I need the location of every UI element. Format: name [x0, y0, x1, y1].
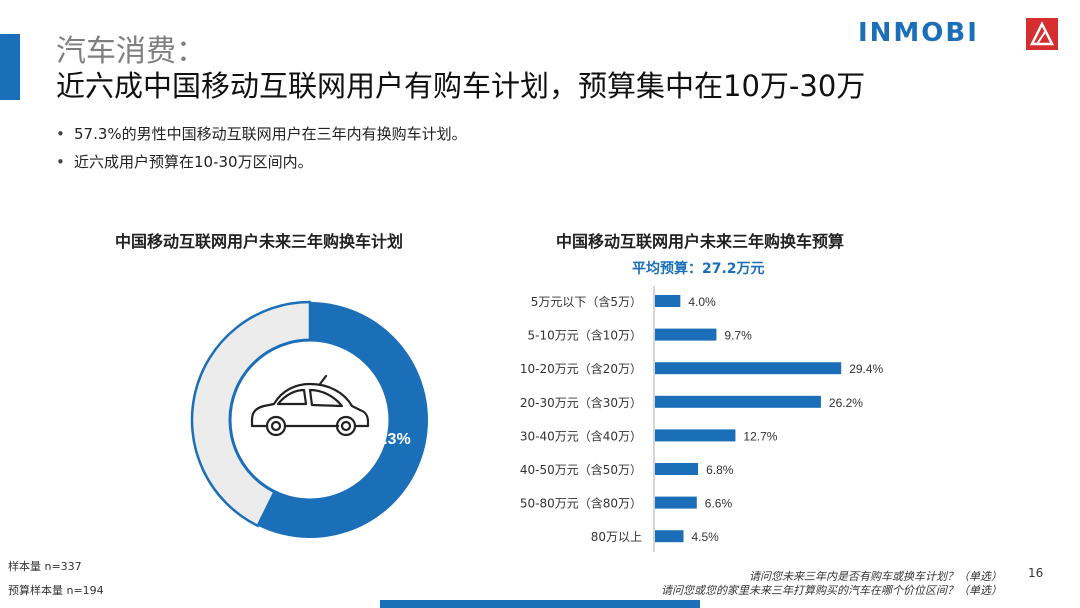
bullet-item: 57.3%的男性中国移动互联网用户在三年内有换购车计划。: [56, 120, 467, 148]
bar-category-label: 30-40万元（含40万）: [520, 428, 642, 443]
bar: [655, 530, 684, 543]
budget-sample-size: 预算样本量 n=194: [8, 584, 104, 597]
inmobi-logo: INMOBI: [858, 18, 1058, 52]
bar-category-label: 20-30万元（含30万）: [520, 395, 642, 410]
sample-size: 样本量 n=337: [8, 560, 82, 573]
average-budget-label: 平均预算：27.2万元: [632, 261, 765, 277]
bar: [655, 463, 699, 475]
bar-value-label: 26.2%: [829, 396, 863, 410]
survey-question-2: 请问您或您的家里未来三年打算购买的汽车在哪个价位区间？（单选）: [661, 584, 1002, 597]
logo-mark-icon: [1026, 18, 1058, 50]
bar: [655, 328, 717, 341]
bar: [655, 496, 697, 509]
bar-value-label: 9.7%: [724, 329, 752, 343]
car-icon: [250, 374, 370, 437]
page-title-line1: 汽车消费：: [56, 34, 206, 69]
bar-category-label: 5-10万元（含10万）: [527, 328, 642, 343]
bullet-list: 57.3%的男性中国移动互联网用户在三年内有换购车计划。 近六成用户预算在10-…: [56, 120, 467, 176]
bar-chart-title: 中国移动互联网用户未来三年购换车预算: [556, 232, 845, 251]
page-title-line2: 近六成中国移动互联网用户有购车计划，预算集中在10万-30万: [56, 69, 866, 103]
survey-question-1: 请问您未来三年内是否有购车或换车计划？（单选）: [749, 570, 1002, 583]
bar-value-label: 12.7%: [743, 429, 777, 443]
bar-category-label: 80万以上: [591, 530, 642, 544]
bar: [655, 295, 681, 307]
bullet-item: 近六成用户预算在10-30万区间内。: [56, 148, 467, 176]
donut-hole: [228, 338, 392, 502]
bar: [655, 395, 821, 408]
accent-bar: [0, 34, 20, 100]
bar-value-label: 29.4%: [849, 362, 883, 376]
donut-chart: 57.3%: [190, 300, 428, 538]
bar-value-label: 4.0%: [688, 295, 716, 309]
bar-chart: 5万元以下（含5万） 4.0% 5-10万元（含10万） 9.7% 10-20万元（含2…: [520, 286, 884, 552]
bar-value-label: 6.8%: [706, 463, 734, 477]
page-number: 16: [1028, 566, 1044, 580]
donut-chart-title: 中国移动互联网用户未来三年购换车计划: [115, 232, 404, 251]
bottom-accent-bar: [380, 600, 700, 608]
bar-category-label: 50-80万元（含80万）: [520, 496, 642, 511]
bar-value-label: 4.5%: [692, 530, 720, 544]
bar-value-label: 6.6%: [705, 497, 733, 511]
bar-category-label: 5万元以下（含5万）: [531, 294, 642, 309]
bar: [655, 362, 842, 375]
bar-category-label: 10-20万元（含20万）: [520, 361, 642, 376]
donut-value-label: 57.3%: [365, 431, 410, 448]
bar-category-label: 40-50万元（含50万）: [520, 462, 642, 477]
bar: [655, 429, 736, 442]
logo-text: INMOBI: [858, 18, 979, 48]
